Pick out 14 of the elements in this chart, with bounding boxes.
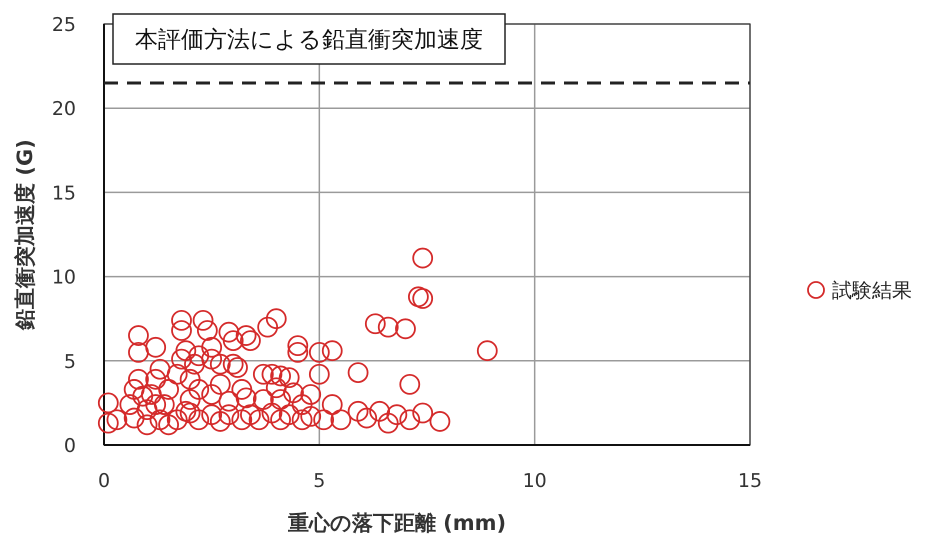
x-tick-label: 0 [98, 470, 110, 492]
x-tick-label: 5 [313, 470, 326, 492]
ref-line-label: 本評価方法による鉛直衝突加速度 [135, 27, 483, 53]
x-axis-title: 重心の落下距離 (mm) [286, 511, 506, 535]
y-tick-label: 0 [64, 435, 76, 457]
x-tick-label: 15 [738, 470, 762, 492]
x-tick-label: 10 [522, 470, 547, 492]
y-tick-label: 10 [52, 266, 76, 289]
legend-label: 試験結果 [832, 278, 912, 302]
y-tick-label: 15 [52, 182, 76, 204]
y-tick-label: 25 [52, 14, 76, 36]
y-tick-label: 5 [64, 350, 76, 373]
y-axis-title: 鉛直衝突加速度 (G) [13, 139, 37, 331]
y-tick-label: 20 [52, 98, 76, 120]
